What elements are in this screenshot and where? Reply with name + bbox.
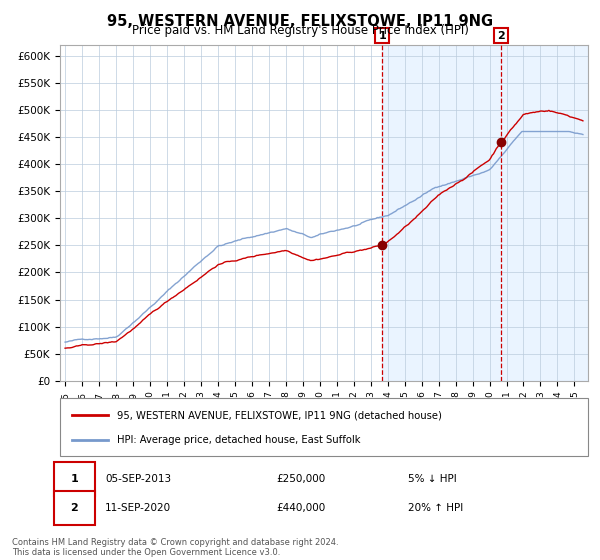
Text: 11-SEP-2020: 11-SEP-2020 — [105, 503, 171, 513]
Text: Price paid vs. HM Land Registry's House Price Index (HPI): Price paid vs. HM Land Registry's House … — [131, 24, 469, 37]
Text: 2: 2 — [497, 31, 505, 41]
Text: 5% ↓ HPI: 5% ↓ HPI — [408, 474, 457, 484]
Text: 95, WESTERN AVENUE, FELIXSTOWE, IP11 9NG (detached house): 95, WESTERN AVENUE, FELIXSTOWE, IP11 9NG… — [117, 410, 442, 420]
Text: 1: 1 — [378, 31, 386, 41]
Text: 2: 2 — [71, 503, 78, 513]
Text: 20% ↑ HPI: 20% ↑ HPI — [408, 503, 463, 513]
Text: Contains HM Land Registry data © Crown copyright and database right 2024.
This d: Contains HM Land Registry data © Crown c… — [12, 538, 338, 557]
Bar — [382, 45, 588, 381]
Text: £440,000: £440,000 — [276, 503, 325, 513]
Text: HPI: Average price, detached house, East Suffolk: HPI: Average price, detached house, East… — [117, 435, 361, 445]
Text: 1: 1 — [71, 474, 78, 484]
Text: 05-SEP-2013: 05-SEP-2013 — [105, 474, 171, 484]
Text: £250,000: £250,000 — [276, 474, 325, 484]
Text: 95, WESTERN AVENUE, FELIXSTOWE, IP11 9NG: 95, WESTERN AVENUE, FELIXSTOWE, IP11 9NG — [107, 14, 493, 29]
